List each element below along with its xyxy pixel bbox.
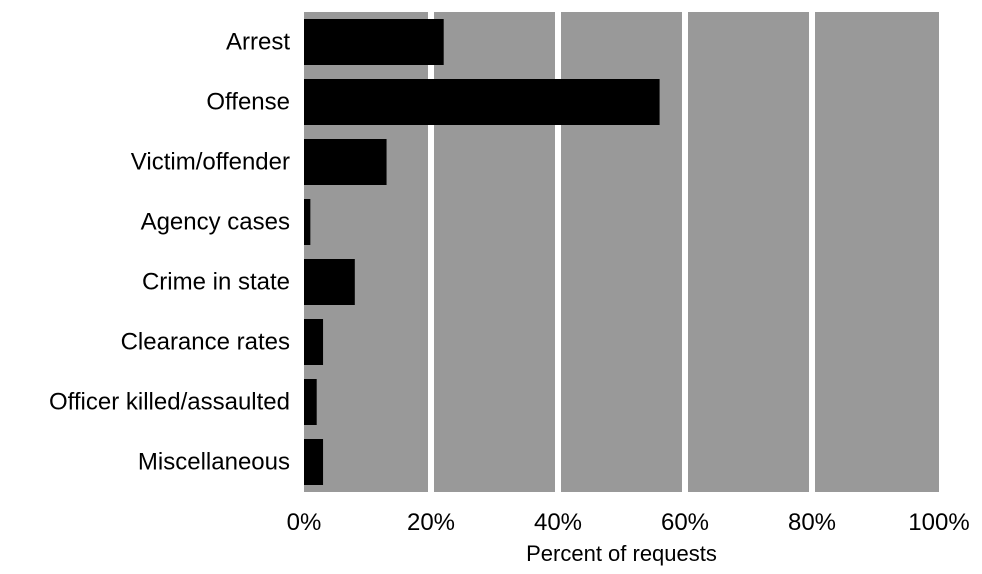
category-labels: Arrest Offense Victim/offender Agency cases… bbox=[49, 29, 290, 476]
bar-victim-offender bbox=[304, 139, 387, 185]
category-label-miscellaneous: Miscellaneous bbox=[138, 449, 290, 476]
bar-miscellaneous bbox=[304, 439, 324, 485]
x-tick-label-20: 20% bbox=[407, 509, 455, 536]
bar-crime-in-state bbox=[304, 259, 355, 305]
bar-clearance-rates bbox=[304, 319, 324, 365]
category-label-offense: Offense bbox=[206, 89, 290, 116]
x-tick-label-80: 80% bbox=[788, 509, 836, 536]
x-tick-label-100: 100% bbox=[908, 509, 969, 536]
bar-arrest bbox=[304, 19, 444, 65]
grid-line-60 bbox=[682, 12, 688, 492]
grid-lines bbox=[428, 12, 815, 492]
x-tick-label-40: 40% bbox=[534, 509, 582, 536]
category-label-crime-in-state: Crime in state bbox=[142, 269, 290, 296]
bar-agency-cases bbox=[304, 199, 311, 245]
category-label-agency-cases: Agency cases bbox=[141, 209, 290, 236]
category-label-arrest: Arrest bbox=[226, 29, 290, 56]
x-tick-labels: 0% 20% 40% 60% 80% 100% bbox=[287, 509, 970, 536]
category-label-clearance-rates: Clearance rates bbox=[121, 329, 290, 356]
grid-line-80 bbox=[809, 12, 815, 492]
bar-officer-killed-assaulted bbox=[304, 379, 317, 425]
category-label-victim-offender: Victim/offender bbox=[131, 149, 290, 176]
x-tick-label-60: 60% bbox=[661, 509, 709, 536]
bars bbox=[304, 19, 660, 485]
x-tick-label-0: 0% bbox=[287, 509, 322, 536]
x-axis-title: Percent of requests bbox=[526, 541, 717, 566]
category-label-officer-killed-assaulted: Officer killed/assaulted bbox=[49, 389, 290, 416]
grid-line-20 bbox=[428, 12, 434, 492]
bar-offense bbox=[304, 79, 660, 125]
grid-line-40 bbox=[555, 12, 561, 492]
